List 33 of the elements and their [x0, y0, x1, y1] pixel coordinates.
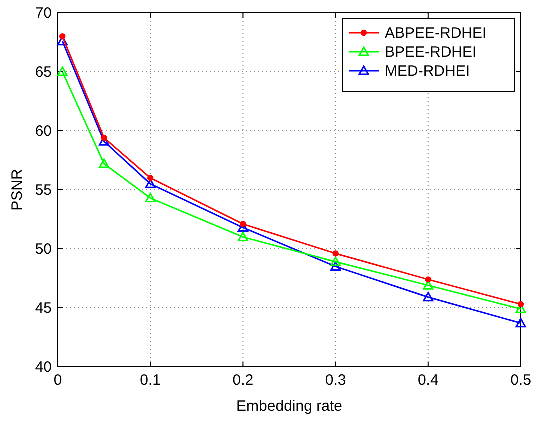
y-tick-label: 70	[35, 5, 52, 22]
point	[518, 301, 524, 308]
x-tick-label: 0.4	[418, 372, 439, 389]
y-tick-label: 40	[35, 359, 52, 376]
point	[425, 276, 432, 283]
x-tick-label: 0.3	[325, 372, 346, 389]
point	[240, 221, 246, 228]
x-tick-label: 0.1	[140, 372, 162, 389]
point	[516, 318, 526, 328]
point	[332, 250, 339, 257]
legend-label: ABPEE-RDHEI	[385, 25, 487, 42]
point	[238, 232, 248, 242]
y-tick-label: 50	[35, 241, 52, 258]
y-tick-label: 60	[35, 123, 52, 140]
point	[101, 134, 108, 142]
y-tick-label: 65	[35, 64, 52, 81]
point	[148, 175, 154, 182]
point	[60, 34, 66, 40]
point	[330, 261, 342, 271]
point	[145, 193, 156, 203]
x-tick-label: 0	[54, 372, 62, 389]
legend-label: BPEE-RDHEI	[385, 44, 477, 61]
legend-label: MED-RDHEI	[385, 63, 470, 80]
y-axis-title: PSNR	[9, 169, 26, 211]
y-tick-label: 45	[35, 300, 52, 317]
x-tick-label: 0.2	[232, 372, 254, 389]
point	[423, 292, 434, 302]
point	[330, 256, 342, 266]
y-tick-label: 55	[35, 182, 52, 199]
point	[57, 66, 68, 76]
x-axis-title: Embedding rate	[236, 398, 342, 415]
x-tick-label: 0.5	[510, 372, 532, 389]
point	[99, 158, 110, 168]
